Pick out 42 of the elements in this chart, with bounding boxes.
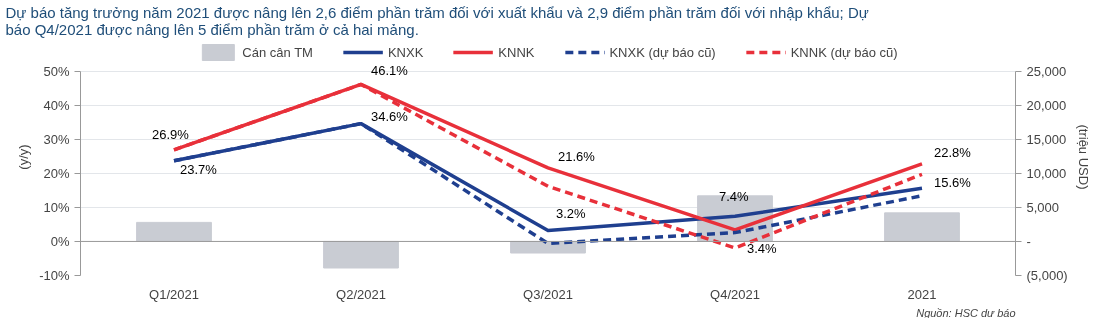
- y2-tick-label: 5,000: [1026, 199, 1060, 215]
- text: Nguồn: HSC dự báo: [916, 306, 1016, 319]
- data-label: 34.6%: [371, 108, 409, 124]
- y-tick-label: 40%: [43, 97, 70, 113]
- y2-tick-label: 15,000: [1026, 131, 1067, 147]
- legend-label: KNXK: [387, 44, 424, 60]
- bar: [884, 212, 960, 242]
- y2-tick-label: 10,000: [1026, 165, 1067, 181]
- chart-title: Dự báo tăng trưởng năm 2021 được nâng lên 2,6 điểm phần trăm đối với xuất khẩu và 2,9 điểm phần trăm đối với nhập khẩu; Dự báo Q4/2021 được nâng lên 5 điểm phần trăm ở cả hai mảng.: [5, 3, 869, 38]
- y-tick-label: 0%: [50, 233, 70, 249]
- data-label: 7.4%: [719, 189, 750, 205]
- data-label: 15.6%: [934, 175, 972, 191]
- y-tick-label: 30%: [43, 131, 70, 147]
- data-label: 21.6%: [558, 148, 596, 164]
- y-tick-label: 10%: [43, 199, 70, 215]
- x-tick-label: Q3/2021: [523, 286, 573, 302]
- legend-label: KNXK (dự báo cũ): [609, 44, 716, 60]
- y-tick-label: 50%: [43, 63, 70, 79]
- data-label: 23.7%: [180, 161, 218, 177]
- data-label: 46.1%: [371, 63, 409, 79]
- bar: [510, 240, 586, 254]
- y2-tick-label: (5,000): [1026, 268, 1068, 283]
- data-label: 3.2%: [556, 205, 587, 221]
- bar: [323, 240, 399, 269]
- legend-label: KNNK (dự báo cũ): [790, 44, 898, 60]
- y-tick-label: -10%: [39, 268, 70, 283]
- y-tick-label: 20%: [43, 165, 70, 181]
- y2-tick-label: -: [1026, 233, 1031, 249]
- data-label: 3.4%: [747, 240, 778, 256]
- x-tick-label: Q1/2021: [149, 286, 199, 302]
- x-tick-label: 2021: [907, 286, 937, 302]
- y2-tick-label: 20,000: [1026, 97, 1067, 113]
- bar: [136, 221, 212, 242]
- legend-label: Cán cân TM: [242, 44, 313, 60]
- y2-tick-label: 25,000: [1026, 63, 1067, 79]
- x-tick-label: Q4/2021: [710, 286, 760, 302]
- legend-label: KNNK: [498, 44, 535, 60]
- data-label: 26.9%: [152, 126, 190, 142]
- y2-axis-title: (triệu USD): [1075, 124, 1091, 190]
- y-axis-title: (y/y): [16, 144, 32, 170]
- x-tick-label: Q2/2021: [336, 286, 386, 302]
- data-label: 22.8%: [934, 144, 972, 160]
